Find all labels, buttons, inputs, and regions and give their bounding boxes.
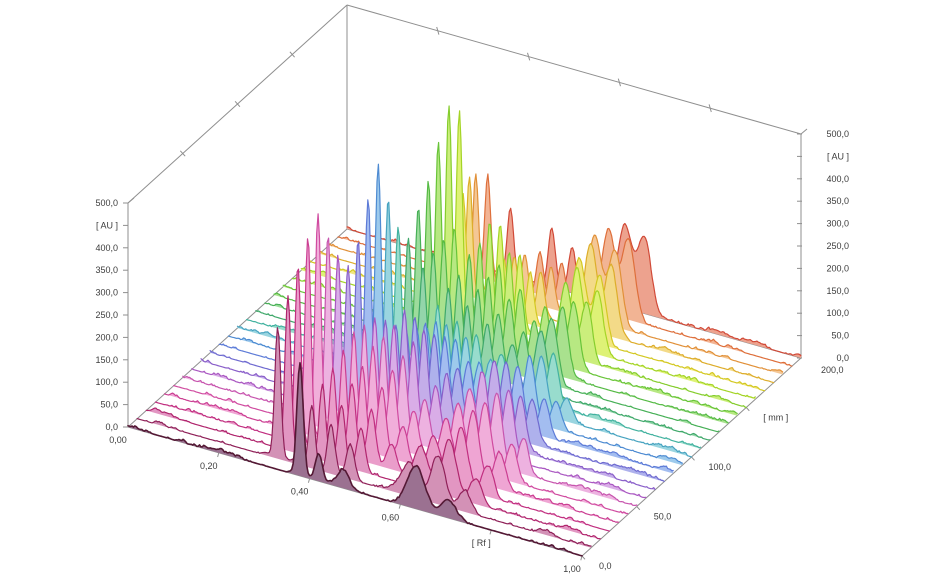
rf-tick-label: 0,00 [109,435,127,445]
au-tick-label: 400,0 [826,174,849,184]
au-axis-title-right: [ AU ] [827,151,849,161]
track-23-line [337,173,793,367]
track-22-line [328,173,784,373]
au-tick-label: 50,0 [100,400,118,410]
axis-line [179,150,186,157]
track-6-area [182,238,637,507]
track-0-line [127,362,583,557]
au-tick-label: 500,0 [95,198,118,208]
track-2-line [145,295,601,540]
axis-line [617,78,621,87]
axis-line [436,26,440,35]
au-tick-label: 200,0 [826,263,849,273]
rf-tick-label: 0,20 [200,461,218,471]
axis-line [398,504,401,509]
au-tick-label: 100,0 [826,308,849,318]
rf-tick-label: 0,60 [382,512,400,522]
rf-axis-title: [ Rf ] [472,538,491,548]
axis-line [217,452,220,458]
axis-line [580,555,583,561]
au-axis-title-left: [ AU ] [96,220,118,230]
au-axis-left: 500,0 [ AU ] 400,0 350,0 300,0 250,0 200,0 150,… [95,198,129,432]
au-tick-label: 0,0 [105,422,118,432]
mm-axis: 0,0 50,0 100,0 [ mm ] 200,0 [581,357,844,571]
axis-line [691,456,695,461]
track-24-line [346,207,802,357]
au-tick-label: 400,0 [95,243,118,253]
track-3-line [154,268,610,532]
axis-line [127,197,135,204]
au-tick-label: 350,0 [95,265,118,275]
axis-line [581,555,586,560]
mm-tick-label: 0,0 [599,561,612,571]
au-tick-label: 200,0 [95,332,118,342]
au-tick-label: 150,0 [95,355,118,365]
axis-line [307,478,311,483]
axis-line [346,4,802,135]
mm-tick-label: 200,0 [821,365,844,375]
track-7-line [191,254,647,499]
axis-line [636,506,641,511]
track-9-area [210,242,665,482]
au-tick-label: 0,0 [836,353,849,363]
track-12-line [236,201,693,458]
rf-tick-label: 1,00 [563,564,581,574]
mm-tick-label: 50,0 [654,512,672,522]
axis-line [489,530,492,535]
mm-axis-title: [ mm ] [763,413,788,423]
track-1-line [136,327,592,547]
au-tick-label: 250,0 [826,241,849,251]
au-axis-right: 500,0 [ AU ] 400,0 350,0 300,0 250,0 200,0 150,… [797,129,849,363]
au-tick-label: 300,0 [95,288,118,298]
au-tick-label: 50,0 [831,331,849,341]
au-tick-label: 250,0 [95,310,118,320]
axis-line [234,100,241,108]
axis-line [289,51,295,58]
tracks-group [127,105,802,557]
au-tick-label: 100,0 [95,377,118,387]
au-tick-label: 150,0 [826,286,849,296]
track-8-area [201,265,655,490]
axis-line [527,52,531,61]
axis-line [708,104,712,113]
axis-line [800,128,808,135]
au-tick-label: 350,0 [826,196,849,206]
axis-line [745,407,750,412]
rf-tick-label: 0,40 [291,487,309,497]
au-tick-label: 500,0 [826,129,849,139]
mm-tick-label: 100,0 [709,462,732,472]
au-tick-label: 300,0 [826,219,849,229]
